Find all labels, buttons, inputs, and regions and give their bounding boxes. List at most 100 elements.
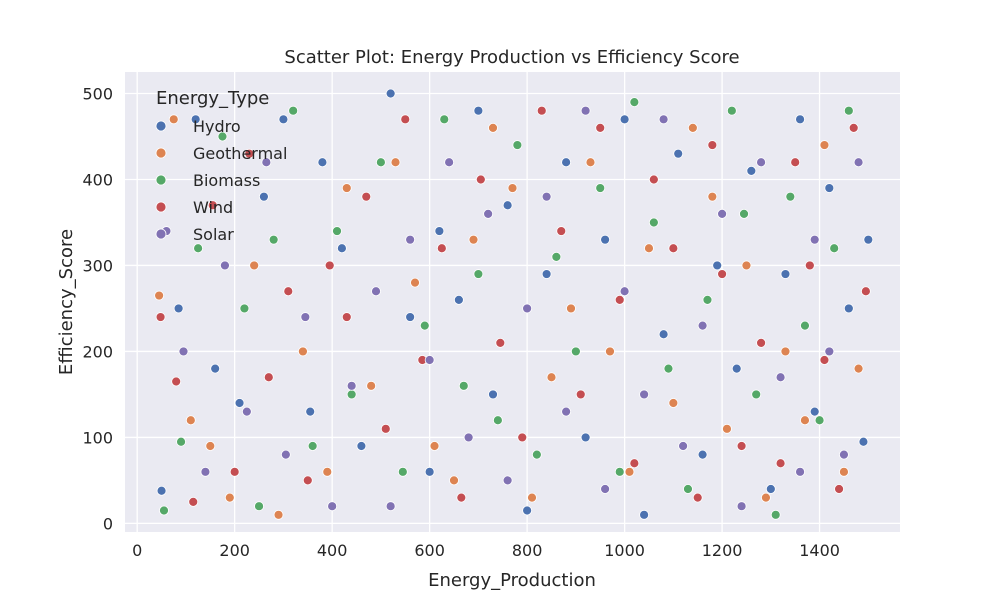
point-wind [707, 140, 718, 150]
point-geothermal [488, 122, 498, 133]
point-biomass [770, 509, 781, 520]
point-solar [639, 389, 650, 400]
point-wind [188, 497, 199, 507]
point-biomass [551, 251, 562, 262]
legend-label-hydro: Hydro [193, 117, 241, 136]
y-tick-label: 0 [103, 514, 113, 533]
point-biomass [663, 363, 674, 374]
point-biomass [702, 294, 713, 305]
legend-marker-hydro [155, 120, 167, 132]
point-hydro [541, 269, 552, 279]
point-biomass [512, 140, 523, 150]
point-wind [804, 260, 815, 271]
x-tick-labels: 0 200 400 600 800 1000 1200 1400 [132, 541, 840, 560]
point-geothermal [741, 260, 752, 271]
point-wind [614, 294, 625, 305]
point-wind [155, 312, 166, 322]
point-solar [561, 406, 572, 417]
point-biomass [176, 436, 186, 447]
point-solar [502, 475, 513, 486]
point-hydro [673, 148, 684, 159]
point-solar [580, 105, 591, 116]
y-tick-label: 300 [82, 256, 113, 275]
legend-marker-biomass [155, 174, 167, 186]
point-solar [300, 312, 311, 322]
point-wind [717, 269, 727, 279]
point-hydro [278, 114, 289, 125]
point-biomass [829, 243, 840, 254]
point-biomass [397, 466, 408, 477]
x-tick-label: 1000 [604, 541, 645, 560]
point-solar [795, 466, 805, 477]
point-geothermal [249, 260, 260, 271]
point-hydro [502, 200, 513, 211]
point-solar [327, 501, 338, 512]
point-wind [775, 458, 786, 469]
point-hydro [765, 484, 776, 494]
point-wind [495, 337, 506, 348]
point-hydro [405, 312, 416, 322]
plot-background [125, 72, 900, 532]
point-hydro [809, 406, 820, 417]
x-tick-label: 800 [512, 541, 543, 560]
point-biomass [739, 208, 749, 219]
point-wind [517, 432, 528, 443]
point-hydro [712, 260, 723, 271]
point-geothermal [468, 234, 479, 245]
point-wind [860, 286, 871, 297]
point-hydro [639, 509, 650, 520]
point-biomass [193, 243, 204, 254]
point-geothermal [507, 183, 518, 193]
point-biomass [254, 501, 264, 512]
point-wind [668, 243, 679, 254]
point-hydro [600, 234, 611, 245]
point-biomass [439, 114, 450, 125]
point-wind [475, 174, 486, 185]
point-wind [341, 312, 352, 322]
point-hydro [356, 441, 367, 451]
y-tick-label: 200 [82, 342, 113, 361]
point-wind [595, 122, 606, 133]
point-geothermal [322, 466, 333, 477]
point-hydro [317, 157, 328, 168]
point-solar [809, 234, 820, 245]
point-geothermal [546, 372, 557, 383]
point-hydro [522, 505, 533, 516]
point-hydro [234, 398, 245, 408]
point-solar [853, 157, 864, 168]
point-hydro [210, 363, 221, 374]
gridlines [125, 72, 900, 532]
point-biomass [458, 380, 469, 391]
point-biomass [726, 105, 737, 116]
point-hydro [843, 303, 854, 314]
point-biomass [800, 320, 810, 331]
point-biomass [346, 389, 357, 400]
point-biomass [307, 441, 318, 451]
point-wind [819, 355, 830, 365]
point-biomass [288, 105, 299, 116]
point-biomass [785, 191, 796, 202]
point-biomass [595, 183, 606, 193]
point-wind [834, 484, 844, 494]
point-biomass [629, 97, 640, 107]
point-wind [556, 226, 567, 236]
legend-marker-geothermal [155, 147, 167, 159]
point-hydro [746, 165, 757, 176]
point-wind [536, 105, 547, 116]
point-solar [600, 484, 611, 494]
point-geothermal [224, 492, 235, 503]
point-biomass [419, 320, 430, 331]
point-hydro [863, 234, 874, 245]
legend-label-solar: Solar [193, 225, 234, 244]
x-tick-label: 1200 [702, 541, 743, 560]
point-hydro [697, 449, 708, 460]
point-solar [385, 501, 396, 512]
point-solar [736, 501, 747, 512]
point-hydro [473, 105, 484, 116]
point-biomass [531, 449, 542, 460]
point-hydro [619, 114, 630, 125]
point-wind [736, 441, 747, 451]
point-biomass [492, 415, 503, 426]
data-points [154, 88, 874, 520]
point-hydro [824, 183, 835, 193]
